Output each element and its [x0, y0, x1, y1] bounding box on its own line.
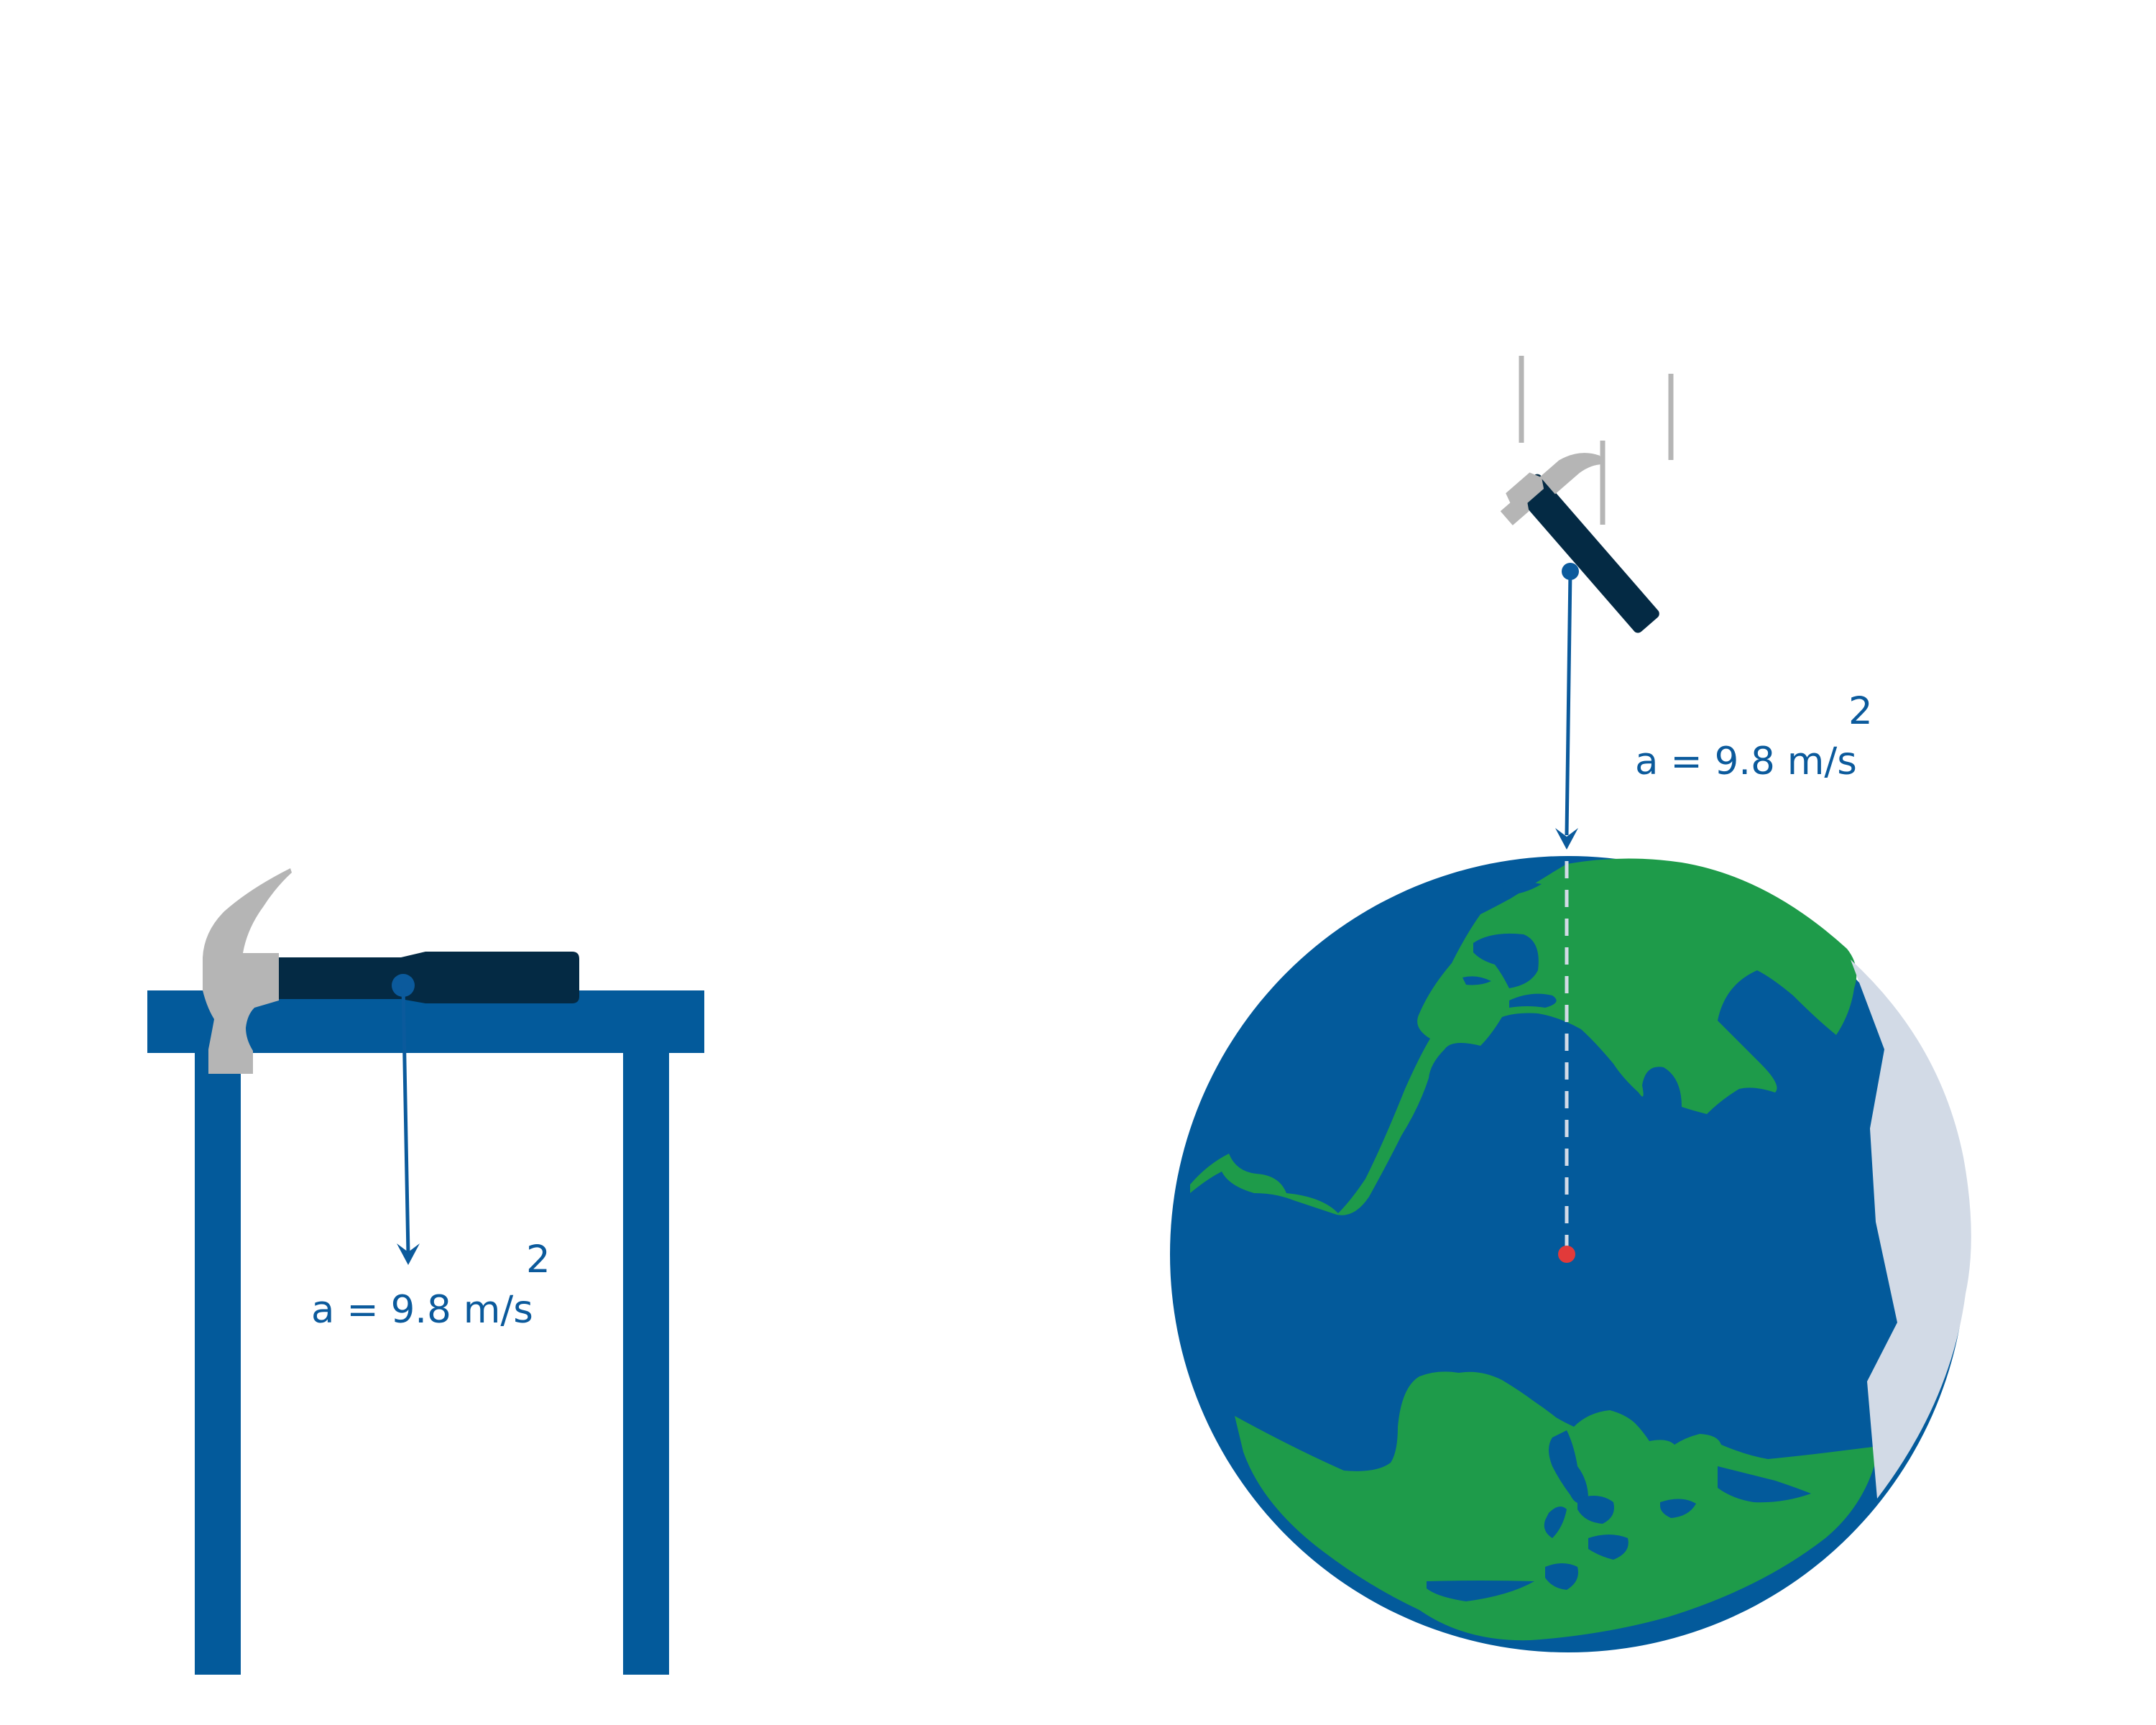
- hammer-handle: [1516, 474, 1659, 633]
- motion-lines: [1519, 356, 1674, 525]
- earth-inlet: [1718, 1466, 1811, 1503]
- earth-inlet: [1544, 1506, 1567, 1538]
- left-acceleration-arrow: [397, 985, 420, 1265]
- hammer-head: [203, 868, 292, 1074]
- right-acceleration-arrow: [1555, 563, 1579, 850]
- right-acceleration-label: a = 9.8 m/s: [1635, 740, 1857, 783]
- hammer-head: [1500, 453, 1605, 525]
- falling-hammer: [1500, 453, 1659, 633]
- earth-ice: [1851, 960, 1971, 1499]
- earth-inlet: [1549, 1430, 1588, 1504]
- earth-inlet: [1545, 1563, 1578, 1590]
- arrow-shaft: [1565, 571, 1572, 836]
- earth-inlet: [1577, 1496, 1614, 1524]
- earth-inlet: [1427, 1581, 1534, 1601]
- table: [147, 990, 704, 1675]
- earth-inlet: [1660, 1499, 1696, 1518]
- left-acceleration-exponent: 2: [526, 1238, 550, 1282]
- earth-land-north: [1190, 858, 1857, 1215]
- earth-lake: [1473, 933, 1539, 988]
- hammer-handle: [277, 952, 579, 1003]
- earth-lake: [1509, 993, 1557, 1008]
- arrow-head: [397, 1243, 420, 1265]
- table-right-leg: [623, 1053, 669, 1675]
- earth-lake: [1502, 882, 1542, 895]
- earth-center-point: [1558, 1246, 1575, 1263]
- resting-hammer: [203, 868, 579, 1074]
- arrow-shaft: [401, 985, 410, 1255]
- earth-land-south: [1235, 1371, 1879, 1641]
- earth-lake: [1462, 976, 1491, 985]
- earth-inlet: [1588, 1535, 1628, 1560]
- arrow-head: [1555, 828, 1578, 850]
- table-left-leg: [195, 1053, 241, 1675]
- left-acceleration-label: a = 9.8 m/s: [311, 1288, 533, 1332]
- right-acceleration-exponent: 2: [1848, 689, 1873, 733]
